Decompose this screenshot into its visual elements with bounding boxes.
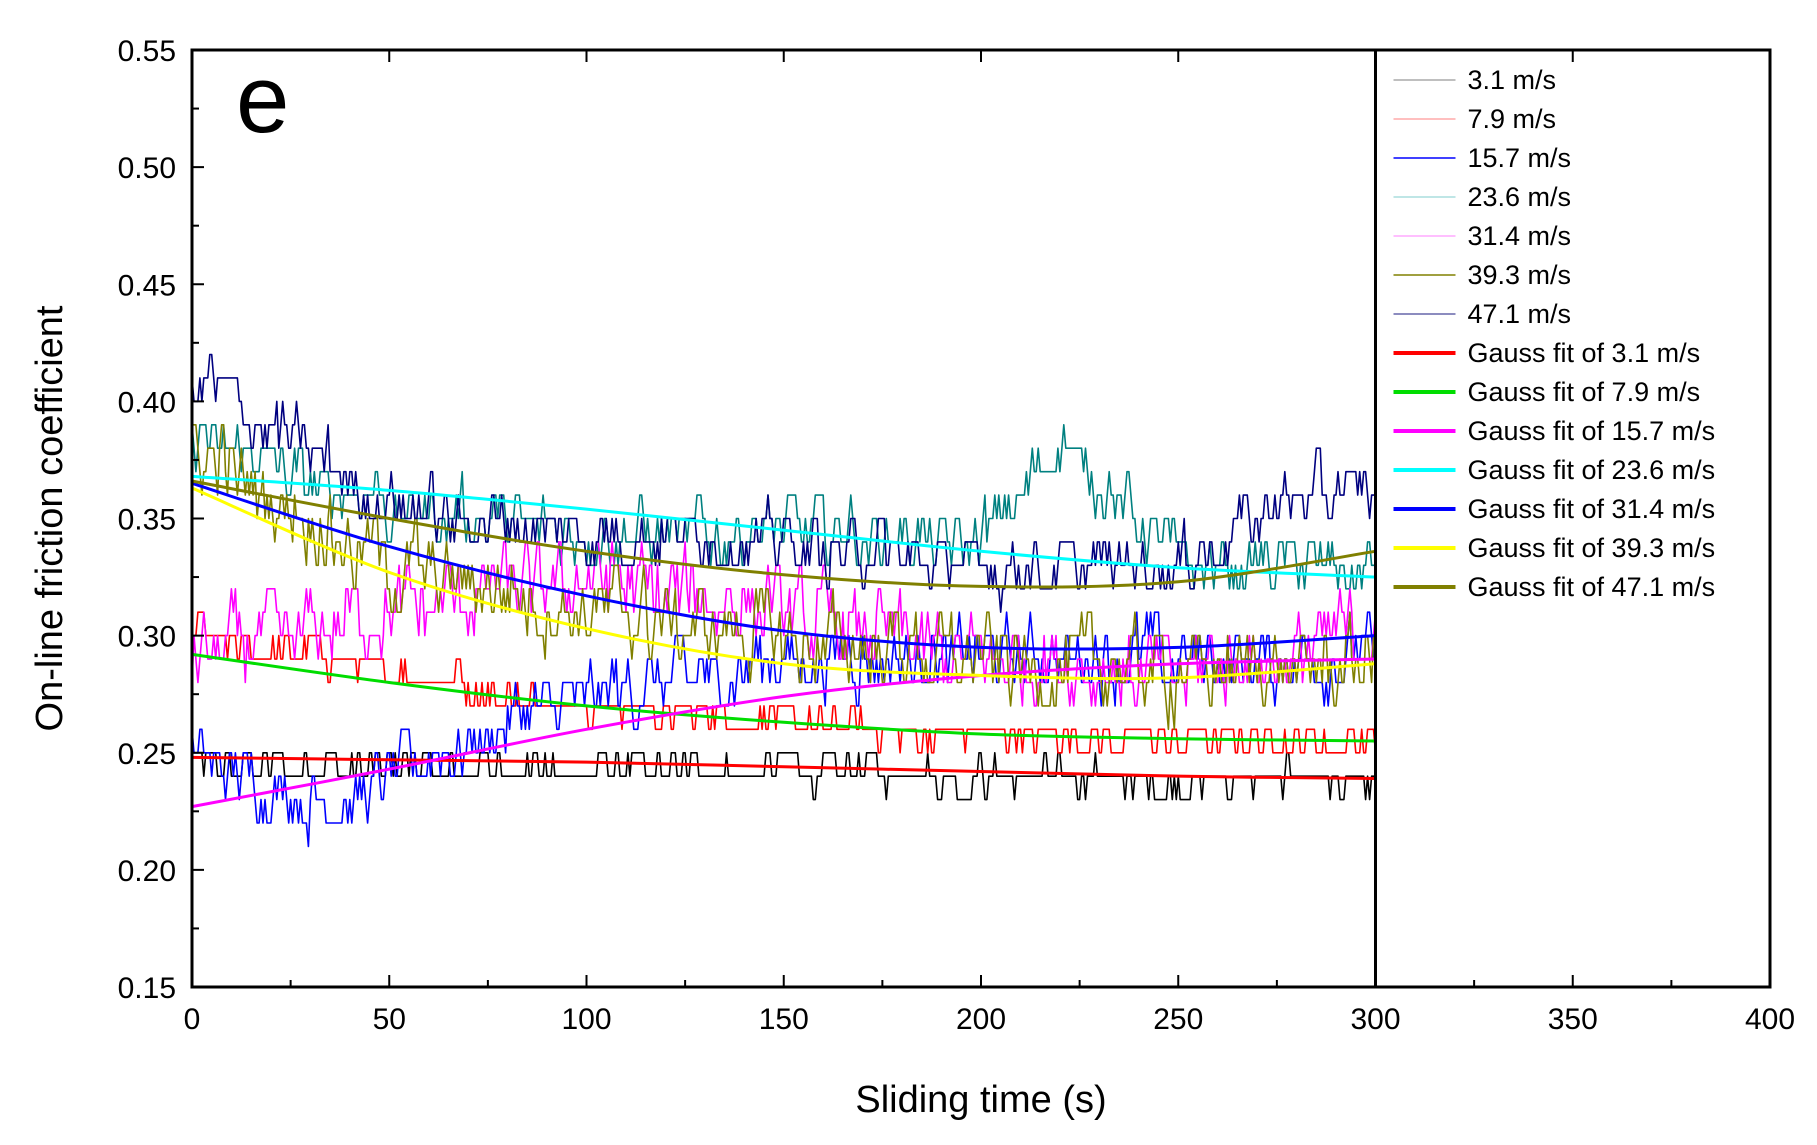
y-tick-label: 0.30 xyxy=(118,621,176,654)
y-tick-label: 0.20 xyxy=(118,855,176,888)
fit-series-line xyxy=(191,657,1376,809)
y-tick-label: 0.35 xyxy=(118,504,176,537)
fit-series-line xyxy=(191,652,1376,743)
legend-label: Gauss fit of 7.9 m/s xyxy=(1468,377,1701,407)
x-tick-label: 50 xyxy=(373,1003,406,1036)
legend-label: 23.6 m/s xyxy=(1468,182,1572,212)
legend-label: 47.1 m/s xyxy=(1468,299,1572,329)
x-tick-label: 150 xyxy=(759,1003,809,1036)
y-tick-label: 0.25 xyxy=(118,738,176,771)
fit-series-line xyxy=(191,479,1376,589)
x-tick-label: 400 xyxy=(1745,1003,1795,1036)
y-tick-label: 0.45 xyxy=(118,269,176,302)
raw-series-line xyxy=(192,424,1376,731)
fit-series-line xyxy=(191,481,1376,651)
legend-label: 15.7 m/s xyxy=(1468,143,1572,173)
x-tick-label: 350 xyxy=(1548,1003,1598,1036)
raw-series-line xyxy=(191,353,1376,613)
legend: 3.1 m/s 7.9 m/s 15.7 m/s 23.6 m/s 31.4 m/s 39… xyxy=(1393,65,1716,602)
legend-label: 31.4 m/s xyxy=(1468,221,1572,251)
x-tick-label: 100 xyxy=(561,1003,611,1036)
y-tick-label: 0.15 xyxy=(118,972,176,1005)
panel-label: e xyxy=(236,46,289,153)
legend-label: 3.1 m/s xyxy=(1468,65,1557,95)
legend-label: Gauss fit of 15.7 m/s xyxy=(1468,416,1716,446)
legend-label: Gauss fit of 3.1 m/s xyxy=(1468,338,1701,368)
axis-ticks: 0 50 100 150 200 250 300 350 400 0.15 0.20 0.25 0.30… xyxy=(118,35,1795,1036)
legend-label: 39.3 m/s xyxy=(1468,260,1572,290)
legend-label: Gauss fit of 23.6 m/s xyxy=(1468,455,1716,485)
legend-label: Gauss fit of 47.1 m/s xyxy=(1468,572,1716,602)
x-tick-label: 200 xyxy=(956,1003,1006,1036)
x-axis-title: Sliding time (s) xyxy=(855,1079,1106,1121)
fit-series-line xyxy=(191,486,1376,681)
y-tick-label: 0.55 xyxy=(118,35,176,68)
y-tick-label: 0.40 xyxy=(118,386,176,419)
legend-label: 7.9 m/s xyxy=(1468,104,1557,134)
x-tick-label: 300 xyxy=(1350,1003,1400,1036)
fit-curve-layer xyxy=(191,474,1376,809)
legend-label: Gauss fit of 31.4 m/s xyxy=(1468,494,1716,524)
legend-label: Gauss fit of 39.3 m/s xyxy=(1468,533,1716,563)
y-tick-label: 0.50 xyxy=(118,152,176,185)
x-tick-label: 250 xyxy=(1153,1003,1203,1036)
x-tick-label: 0 xyxy=(184,1003,201,1036)
y-axis-title: On-line friction coefficient xyxy=(29,305,71,731)
fit-series-line xyxy=(191,755,1376,781)
fit-series-line xyxy=(191,474,1376,579)
